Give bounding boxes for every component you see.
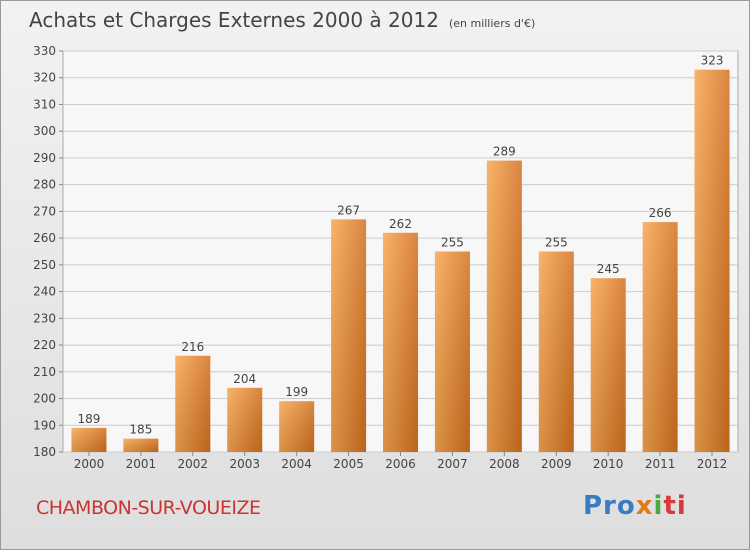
y-tick-label: 290 [33,151,56,165]
y-tick-label: 180 [33,445,56,459]
bar-shade [642,222,678,452]
y-tick-label: 220 [33,338,56,352]
proxiti-logo[interactable]: Proxiti [583,491,687,521]
bar-shade [694,69,730,453]
y-tick-label: 230 [33,311,56,325]
data-label: 216 [181,340,204,354]
x-tick-label: 2008 [489,457,520,471]
data-label: 323 [701,54,724,68]
data-label: 262 [389,217,412,231]
data-label: 245 [597,262,620,276]
x-tick-label: 2007 [437,457,468,471]
bar-shade [590,278,626,452]
y-tick-label: 200 [33,392,56,406]
data-label: 255 [545,236,568,250]
data-label: 204 [233,372,256,386]
x-tick-label: 2001 [126,457,157,471]
commune-name: CHAMBON-SUR-VOUEIZE [36,497,261,519]
y-tick-label: 310 [33,97,56,111]
bar-shade [71,427,107,452]
x-tick-label: 2000 [74,457,105,471]
bar-shade [279,401,315,452]
bar-shade [538,251,574,452]
y-tick-label: 300 [33,124,56,138]
bar-shade [175,355,211,452]
y-tick-label: 280 [33,178,56,192]
x-tick-label: 2003 [229,457,260,471]
bar-shade [383,232,418,452]
y-tick-label: 240 [33,285,56,299]
logo-part-3: i [653,491,664,521]
x-tick-label: 2006 [385,457,416,471]
y-tick-label: 210 [33,365,56,379]
logo-part-4: ti [663,491,687,521]
data-label: 199 [285,385,308,399]
chart-subtitle: (en milliers d'€) [448,17,536,30]
y-tick-label: 330 [33,44,56,58]
data-label: 189 [78,412,101,426]
x-tick-label: 2002 [178,457,209,471]
bar-shade [227,387,263,452]
bar-shade [331,219,367,452]
bars: 189 185 216 204 199 267 262 255 289 255 245 266 323 [71,54,730,453]
bar-shade [434,251,470,452]
y-axis: 180 190 200 210 220 230 240 250 260 270 280 290 300 3… [33,44,63,459]
data-label: 289 [493,145,516,159]
x-tick-label: 2005 [333,457,364,471]
data-label: 185 [129,423,152,437]
bar-shade [486,160,522,452]
x-tick-label: 2010 [593,457,624,471]
y-tick-label: 270 [33,204,56,218]
x-axis: 2000 2001 2002 2003 2004 2005 2006 2007 2008 2009… [74,452,728,471]
logo-part-1: Pro [583,491,636,521]
y-tick-label: 260 [33,231,56,245]
x-tick-label: 2012 [697,457,728,471]
x-tick-label: 2009 [541,457,572,471]
y-tick-label: 320 [33,71,56,85]
data-label: 267 [337,203,360,217]
title-text: Achats et Charges Externes 2000 à 2012 [29,8,439,32]
data-label: 266 [649,206,672,220]
logo-part-2: x [635,491,654,521]
chart-title: Achats et Charges Externes 2000 à 2012 (e… [29,8,535,32]
y-tick-label: 190 [33,418,56,432]
x-tick-label: 2011 [645,457,676,471]
y-tick-label: 250 [33,258,56,272]
data-label: 255 [441,236,464,250]
x-tick-label: 2004 [281,457,312,471]
bar-shade [123,438,159,452]
